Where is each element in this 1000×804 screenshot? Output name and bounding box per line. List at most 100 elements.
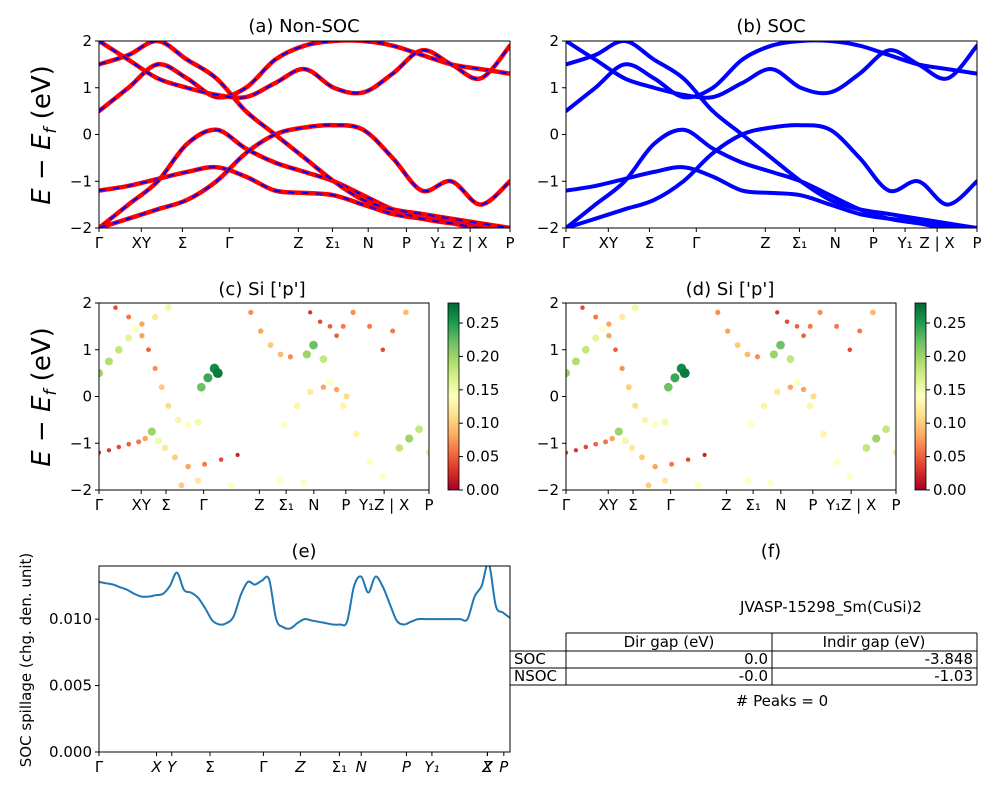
projection-point [882, 425, 890, 434]
projection-point [326, 379, 334, 386]
gap-table: Dir gap (eV) Indir gap (eV) SOC 0.0 -3.8… [509, 632, 978, 686]
projection-point [857, 328, 863, 334]
projection-point [775, 310, 780, 315]
panel-c-si-p-projection: (c) Si ['p'] E − Ef (eV) 2 1 0 −1 −2 Γ XY Σ Γ Z Σ… [27, 279, 499, 514]
table-cell-nsoc-indir: -1.03 [934, 667, 973, 685]
projection-point [846, 472, 854, 480]
projection-point [862, 444, 871, 452]
projection-point [307, 388, 314, 395]
xtick-label: Σ₁ [332, 758, 348, 776]
xtick-label: N [363, 234, 374, 252]
projection-point [669, 461, 675, 467]
projection-point [333, 386, 340, 393]
projection-point [178, 482, 185, 489]
projection-point [747, 421, 755, 428]
ytick-label: 1 [82, 341, 92, 359]
xtick-label: P [424, 496, 433, 514]
xtick-label: Y₁ [424, 758, 439, 776]
projection-point [817, 309, 823, 315]
projection-point [661, 418, 669, 426]
ytick-label: 2 [549, 32, 559, 50]
projection-point [581, 345, 590, 354]
projection-point [403, 309, 409, 316]
projection-point [350, 309, 356, 315]
colorbar-tick-label: 0.20 [466, 347, 499, 365]
projection-point [218, 457, 224, 462]
projection-point [801, 333, 806, 339]
xtick-label: Γ [259, 758, 268, 776]
ytick-label: −1 [537, 434, 559, 452]
projection-point [641, 416, 649, 424]
projection-point [113, 305, 118, 310]
panel-f-gap-table: (f) JVASP-15298_Sm(CuSi)2 Dir gap (eV) I… [509, 541, 978, 710]
projection-point [317, 319, 323, 324]
projection-point [184, 421, 192, 428]
xtick-label: Z | X [453, 234, 488, 252]
projection-point [769, 350, 778, 359]
projection-point [308, 310, 313, 315]
projection-point [151, 313, 159, 321]
ytick-label: −2 [537, 219, 559, 237]
projection-point [661, 477, 669, 484]
projection-point [343, 393, 350, 400]
projection-point [870, 309, 876, 316]
xtick-label: Z [294, 758, 306, 776]
xtick-label: XY [599, 234, 619, 252]
projection-point [566, 450, 569, 455]
projection-point [606, 333, 612, 339]
xtick-label: Σ [628, 496, 637, 514]
projection-point [390, 328, 396, 334]
xtick-label: Z [481, 758, 493, 776]
projection-point [694, 481, 702, 489]
xtick-label: Y [167, 758, 178, 776]
projection-point [573, 448, 579, 453]
projection-point [702, 452, 707, 457]
projection-point [810, 393, 817, 400]
xtick-label: Σ₁ [792, 234, 808, 252]
spillage-line [99, 566, 510, 630]
projection-point [580, 305, 585, 310]
xtick-label: Σ [161, 496, 170, 514]
panel-f-title: (f) [761, 541, 781, 562]
band-line-nonsoc-overlay [99, 41, 510, 112]
ytick-label: 0 [82, 388, 92, 406]
projection-point [339, 402, 347, 410]
xtick-label: Σ₁ [745, 496, 761, 514]
projection-point [685, 457, 691, 462]
colorbar-tick-label: 0.25 [933, 314, 966, 332]
band-line-soc [566, 123, 977, 228]
table-cell-soc-indir: -3.848 [925, 650, 973, 668]
projection-point [793, 379, 801, 386]
colorbar-tick-label: 0.25 [466, 314, 499, 332]
projection-point [194, 477, 202, 484]
xtick-label: Z [254, 496, 264, 514]
projection-point [583, 444, 589, 450]
ytick-label: 2 [82, 294, 92, 312]
projection-point [847, 347, 853, 353]
panel-e-soc-spillage: (e) SOC spillage (chg. den. unit) 0.010 0… [17, 541, 511, 776]
projection-point [185, 463, 191, 470]
projection-point [786, 355, 795, 363]
projection-point [593, 314, 599, 320]
projection-point [619, 365, 625, 372]
projection-point [302, 350, 311, 359]
ytick-label: 1 [549, 79, 559, 97]
ytick-label: 0.000 [49, 743, 92, 761]
panel-e-title: (e) [291, 541, 316, 562]
xtick-label: P [505, 234, 514, 252]
projection-point [125, 334, 133, 342]
xtick-label: Γ [692, 234, 701, 252]
projection-point [566, 369, 571, 378]
projection-point [679, 368, 690, 379]
panel-c-frame [98, 302, 430, 491]
ytick-label: −1 [70, 434, 92, 452]
projection-point [287, 354, 293, 360]
projection-point [174, 416, 182, 424]
panel-a-ylabel: E − Ef (eV) [27, 65, 61, 205]
projection-point [202, 461, 208, 467]
projection-point [598, 325, 606, 333]
projection-point [158, 384, 165, 391]
projection-point [366, 458, 373, 466]
projection-point [367, 323, 373, 329]
xtick-label: Y₁Z | X [825, 496, 876, 514]
